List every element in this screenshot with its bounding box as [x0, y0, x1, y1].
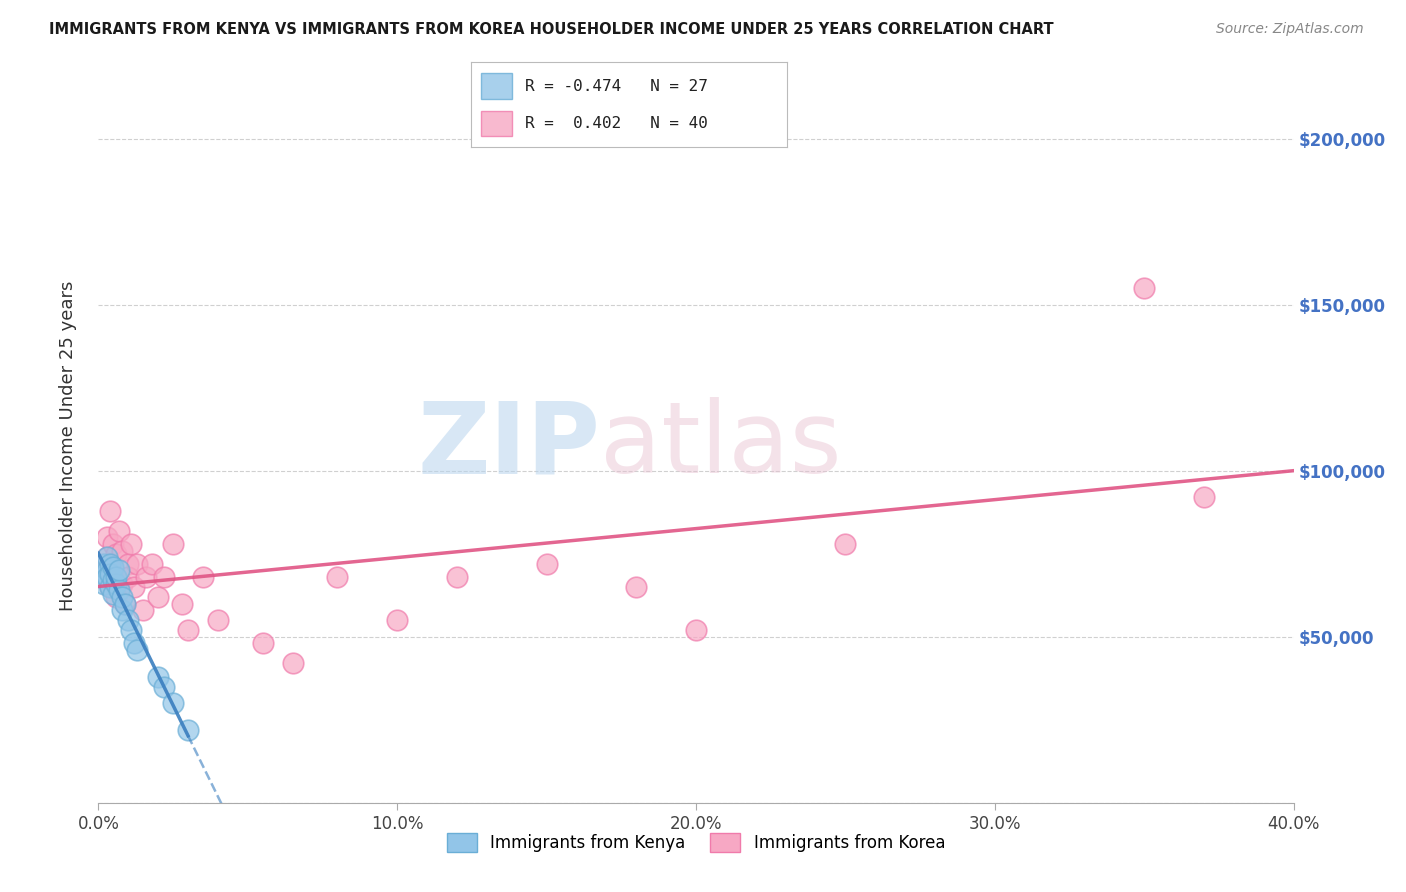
Point: [162, 537, 184, 551]
Point: [93, 557, 115, 571]
Text: atlas: atlas: [600, 398, 842, 494]
Point: [148, 670, 170, 684]
Point: [124, 580, 146, 594]
Point: [98, 504, 122, 518]
Point: [141, 557, 163, 571]
Point: [96, 564, 118, 578]
Point: [326, 570, 349, 584]
Point: [153, 680, 176, 694]
Text: IMMIGRANTS FROM KENYA VS IMMIGRANTS FROM KOREA HOUSEHOLDER INCOME UNDER 25 YEARS: IMMIGRANTS FROM KENYA VS IMMIGRANTS FROM…: [49, 22, 1054, 37]
Point: [281, 657, 304, 671]
Point: [1133, 281, 1156, 295]
Point: [114, 597, 136, 611]
Point: [1192, 491, 1215, 505]
Point: [446, 570, 468, 584]
Text: R = -0.474   N = 27: R = -0.474 N = 27: [524, 78, 707, 94]
Point: [685, 624, 707, 638]
Point: [98, 580, 122, 594]
Point: [626, 580, 648, 594]
Point: [105, 590, 128, 604]
Point: [98, 580, 122, 594]
Point: [162, 696, 184, 710]
Point: [108, 564, 131, 578]
Point: [117, 570, 139, 584]
Point: [111, 603, 134, 617]
Point: [127, 557, 149, 571]
Point: [148, 590, 170, 604]
Point: [108, 524, 131, 538]
Point: [98, 566, 122, 581]
Point: [177, 723, 200, 737]
Point: [90, 570, 112, 584]
Point: [105, 570, 128, 584]
Point: [114, 597, 136, 611]
Point: [103, 574, 125, 588]
Point: [111, 576, 134, 591]
Point: [124, 636, 146, 650]
Point: [111, 590, 134, 604]
Point: [191, 570, 214, 584]
Legend: Immigrants from Kenya, Immigrants from Korea: Immigrants from Kenya, Immigrants from K…: [440, 826, 952, 859]
Point: [103, 537, 125, 551]
Point: [96, 550, 118, 565]
Point: [135, 570, 157, 584]
Point: [153, 570, 176, 584]
Point: [117, 557, 139, 571]
Point: [117, 613, 139, 627]
Point: [93, 557, 115, 571]
Point: [834, 537, 856, 551]
Point: [90, 570, 112, 584]
Point: [93, 576, 115, 591]
Point: [385, 613, 409, 627]
Point: [96, 550, 118, 565]
Point: [96, 530, 118, 544]
Bar: [481, 73, 512, 99]
Point: [536, 557, 558, 571]
Point: [96, 570, 118, 584]
Point: [172, 597, 194, 611]
Point: [105, 547, 128, 561]
Point: [108, 583, 131, 598]
Point: [252, 636, 274, 650]
Text: R =  0.402   N = 40: R = 0.402 N = 40: [524, 116, 707, 131]
Bar: [481, 111, 512, 136]
Point: [103, 564, 125, 578]
Point: [177, 624, 200, 638]
Text: Source: ZipAtlas.com: Source: ZipAtlas.com: [1216, 22, 1364, 37]
Point: [105, 576, 128, 591]
Text: ZIP: ZIP: [418, 398, 600, 494]
Point: [132, 603, 155, 617]
Point: [120, 537, 142, 551]
Point: [111, 543, 134, 558]
Point: [103, 587, 125, 601]
Point: [120, 624, 142, 638]
Point: [98, 557, 122, 571]
Point: [207, 613, 229, 627]
Point: [127, 643, 149, 657]
Y-axis label: Householder Income Under 25 years: Householder Income Under 25 years: [59, 281, 77, 611]
Point: [103, 560, 125, 574]
